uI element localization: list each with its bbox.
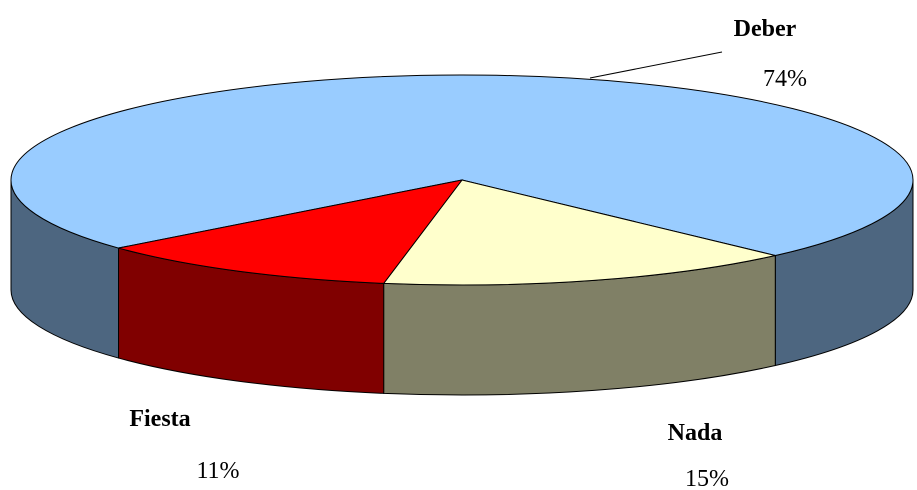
pie-slice [10, 74, 914, 257]
pie-slice [382, 179, 776, 286]
value-label: 74% [763, 66, 807, 92]
category-label: Fiesta [129, 406, 190, 432]
value-label: 15% [685, 466, 729, 490]
leader-line [589, 51, 723, 79]
value-label: 11% [196, 458, 239, 484]
pie-slice [118, 179, 464, 284]
category-label: Deber [734, 16, 797, 42]
category-label: Nada [668, 420, 723, 446]
